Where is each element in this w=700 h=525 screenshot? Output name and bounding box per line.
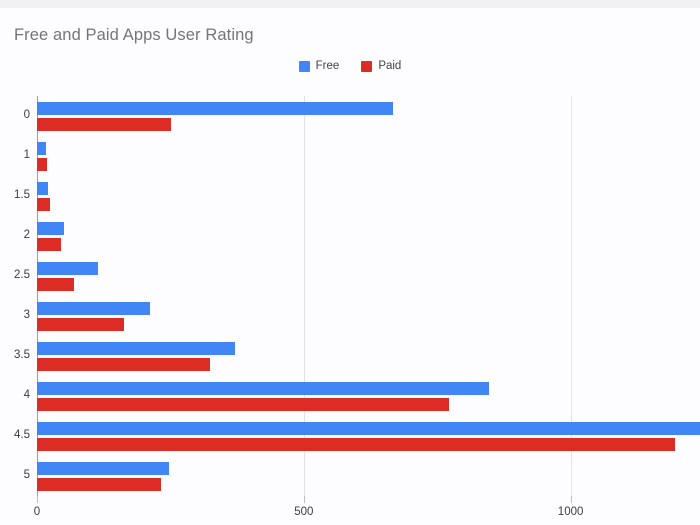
top-strip [0,0,700,8]
x-axis-tick-label: 1000 [557,506,584,518]
bar-paid[interactable] [37,477,161,491]
chart-row [37,416,700,456]
legend-entry-paid[interactable]: Paid [361,60,401,72]
x-axis-tick [303,496,305,503]
y-axis-tick-label: 1.5 [14,189,30,201]
chart-row [37,216,700,256]
bar-free[interactable] [37,381,489,395]
bar-paid[interactable] [37,437,676,451]
legend-entry-free[interactable]: Free [298,60,340,72]
bar-paid[interactable] [37,397,449,411]
chart-row [37,376,700,416]
y-axis-tick-label: 2.5 [14,269,30,281]
bar-free[interactable] [37,461,169,475]
bar-paid[interactable] [37,237,61,251]
bar-paid[interactable] [37,317,124,331]
bar-paid[interactable] [37,157,47,171]
bar-paid[interactable] [37,117,171,131]
y-axis-tick-label: 4.5 [14,429,30,441]
legend-swatch-free [298,60,310,72]
gridline [570,96,572,496]
x-axis-tick-label: 0 [33,506,41,518]
chart-row [37,456,700,496]
y-axis-tick-label: 1 [23,149,30,161]
y-axis-tick-label: 4 [23,389,30,401]
legend-label-paid: Paid [378,60,402,72]
bar-paid[interactable] [37,277,75,291]
bar-free[interactable] [37,221,65,235]
plot-area [37,96,700,496]
chart-row [37,256,700,296]
bar-free[interactable] [37,261,99,275]
x-axis-tick [570,496,572,503]
legend-swatch-paid [361,60,373,72]
chart-card: Free and Paid Apps User Rating Free Paid… [0,8,700,525]
chart-row [37,296,700,336]
chart-row [37,336,700,376]
gridline [303,96,305,496]
chart-title: Free and Paid Apps User Rating [14,26,254,44]
bar-free[interactable] [37,421,700,435]
y-axis-tick-label: 2 [23,229,30,241]
legend-label-free: Free [315,60,340,72]
bar-free[interactable] [37,181,49,195]
bar-free[interactable] [37,141,46,155]
bar-free[interactable] [37,101,393,115]
bar-paid[interactable] [37,197,51,211]
y-axis-tick-label: 3 [23,309,30,321]
chart-legend: Free Paid [0,60,700,72]
y-axis-line [37,96,38,496]
y-axis-tick-label: 3.5 [14,349,30,361]
bar-free[interactable] [37,341,235,355]
chart-row [37,176,700,216]
chart-row [37,136,700,176]
y-axis-tick-label: 5 [23,469,30,481]
bar-paid[interactable] [37,357,210,371]
bar-free[interactable] [37,301,151,315]
y-axis-tick-label: 0 [23,109,30,121]
x-axis-tick [37,496,38,503]
chart-row [37,96,700,136]
plot: 0 1 1.5 2 2.5 3 3.5 4 4.5 5 0 500 1000 [0,8,700,525]
x-axis-tick-label: 500 [294,506,314,518]
